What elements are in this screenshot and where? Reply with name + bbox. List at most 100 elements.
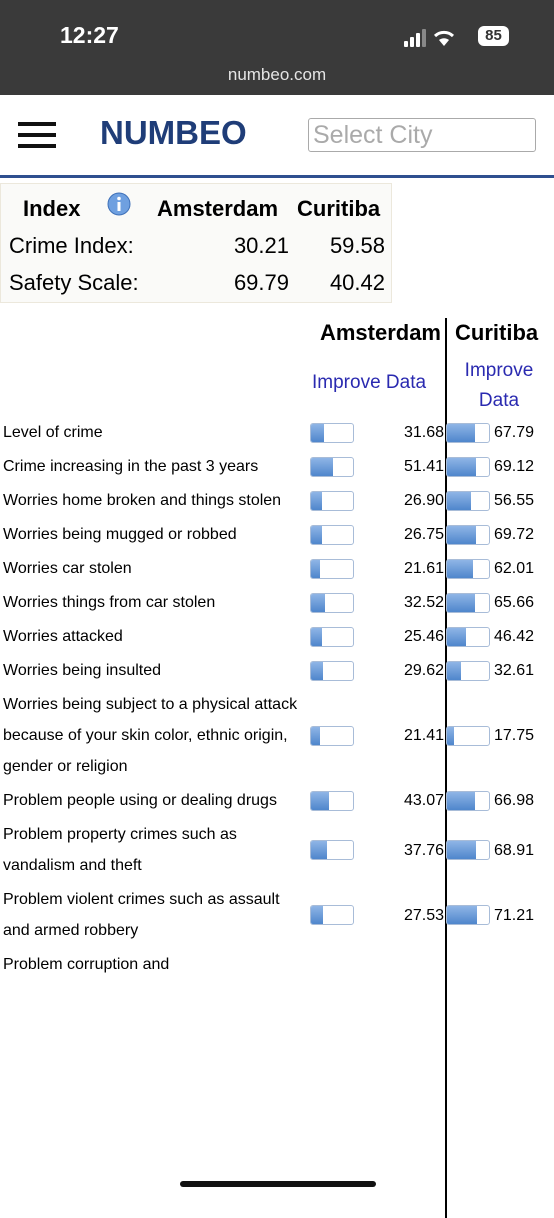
- city-cell: 32.52: [310, 586, 446, 620]
- bar: [446, 725, 490, 746]
- city-cell: 71.21: [446, 883, 554, 948]
- bar: [446, 558, 490, 579]
- city-cell: 43.07: [310, 784, 446, 818]
- value: 25.46: [403, 628, 444, 645]
- table-row: Problem people using or dealing drugs 43.…: [0, 784, 554, 818]
- bar: [446, 422, 490, 443]
- value: 32.52: [403, 594, 444, 611]
- cell: 67.79: [446, 417, 554, 448]
- row-label: Problem people using or dealing drugs: [3, 792, 277, 809]
- value: 43.07: [403, 792, 444, 809]
- city-cell: 69.72: [446, 518, 554, 552]
- bar: [446, 524, 490, 545]
- battery: 85: [478, 26, 509, 46]
- value: 71.21: [494, 906, 535, 924]
- city-cell: 56.55: [446, 484, 554, 518]
- header-rule: [0, 175, 554, 178]
- cell: 25.46: [310, 621, 446, 652]
- bar: [310, 626, 354, 647]
- city-cell: [310, 948, 446, 982]
- city-cell: 37.76: [310, 818, 446, 883]
- menu-icon[interactable]: [18, 122, 58, 150]
- url[interactable]: numbeo.com: [227, 65, 327, 84]
- table-row: Worries being insulted 29.62 32.61: [0, 654, 554, 688]
- bar: [310, 524, 354, 545]
- city-header: Curitiba: [455, 320, 539, 345]
- value: 32.61: [494, 662, 535, 679]
- bar: [310, 558, 354, 579]
- cell: 71.21: [446, 900, 554, 931]
- bar-fill: [447, 491, 471, 510]
- table-row: Problem violent crimes such as assault a…: [0, 883, 554, 948]
- cell: 46.42: [446, 621, 554, 652]
- table-row: Worries home broken and things stolen 26.…: [0, 484, 554, 518]
- bar: [310, 422, 354, 443]
- bar-fill: [311, 791, 330, 810]
- value: 21.41: [403, 727, 444, 744]
- value: 26.90: [403, 492, 444, 509]
- bar: [446, 626, 490, 647]
- city-cell: 21.61: [310, 552, 446, 586]
- improve-link[interactable]: Improve Data: [464, 360, 534, 411]
- cell: 17.75: [446, 720, 554, 751]
- city-header: Amsterdam: [319, 320, 441, 345]
- value: 65.66: [494, 594, 535, 611]
- city-cell: 69.12: [446, 450, 554, 484]
- city-cell: 27.53: [310, 883, 446, 948]
- cell: 21.61: [310, 553, 446, 584]
- value: 31.68: [403, 424, 444, 441]
- cell: 29.62: [310, 655, 446, 686]
- table-row: Level of crime 31.68 67.79: [0, 416, 554, 450]
- value: 40.42: [329, 270, 385, 295]
- cell: 56.55: [446, 485, 554, 516]
- bar-fill: [447, 593, 475, 612]
- bar: [310, 660, 354, 681]
- bar: [310, 905, 354, 925]
- city-cell: 21.41: [310, 688, 446, 784]
- city-cell: 65.66: [446, 586, 554, 620]
- row-label: Worries being insulted: [3, 662, 162, 679]
- value: 66.98: [494, 792, 535, 809]
- index-table: Index Amsterdam Curitiba Crime Index: 30…: [0, 183, 392, 303]
- city-cell: 31.68: [310, 416, 446, 450]
- city-cell: 67.79: [446, 416, 554, 450]
- city-cell: 66.98: [446, 784, 554, 818]
- logo[interactable]: NUMBEO: [100, 114, 247, 151]
- cell: 31.68: [310, 417, 446, 448]
- cell: 69.72: [446, 519, 554, 550]
- status-bar: 12:27 85 numbeo.com: [0, 0, 554, 95]
- value: 59.58: [329, 233, 385, 258]
- bar: [446, 790, 490, 811]
- info-icon[interactable]: [107, 192, 131, 216]
- cell: 26.75: [310, 519, 446, 550]
- cell: 21.41: [310, 720, 446, 751]
- improve-link[interactable]: Improve Data: [312, 372, 427, 393]
- bar-fill: [311, 423, 325, 442]
- bar: [446, 490, 490, 511]
- row-label: Problem property crimes such as vandalis…: [3, 826, 237, 874]
- table-row: Worries things from car stolen 32.52 65.66: [0, 586, 554, 620]
- city-cell: 26.75: [310, 518, 446, 552]
- row-label: Safety Scale:: [9, 270, 139, 295]
- bar-fill: [311, 906, 323, 924]
- bar: [310, 592, 354, 613]
- bar-fill: [311, 661, 324, 680]
- header-cell: Amsterdam: [157, 196, 279, 221]
- cell: 68.91: [446, 835, 554, 866]
- cell: 69.12: [446, 451, 554, 482]
- bar-fill: [311, 593, 325, 612]
- header-cell: Index: [23, 196, 81, 221]
- table-row: Worries attacked 25.46 46.42: [0, 620, 554, 654]
- search-box[interactable]: Select City: [308, 118, 536, 152]
- table-row: Worries being subject to a physical atta…: [0, 688, 554, 784]
- table-row: Worries being mugged or robbed 26.75 69.72: [0, 518, 554, 552]
- city-cell: 25.46: [310, 620, 446, 654]
- value: 17.75: [494, 727, 535, 744]
- value: 26.75: [403, 526, 444, 543]
- bar-fill: [311, 559, 321, 578]
- value: 69.72: [494, 526, 535, 543]
- value: 51.41: [403, 458, 444, 475]
- row-label: Worries attacked: [3, 628, 123, 645]
- cell: 32.52: [310, 587, 446, 618]
